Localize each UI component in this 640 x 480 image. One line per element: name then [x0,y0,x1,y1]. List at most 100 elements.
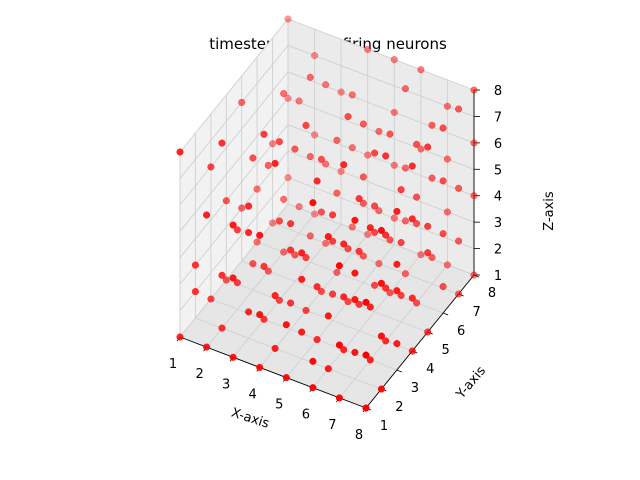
data-point [364,151,372,159]
data-point [233,226,241,234]
y-tick-label: 2 [395,400,403,415]
grid-line-z [179,18,475,153]
data-point [382,231,390,239]
data-point [401,270,409,278]
data-point [408,294,416,302]
data-point [344,113,352,121]
data-point [443,102,451,110]
y-tick-mark [442,312,449,316]
data-point [203,211,211,219]
data-point [401,217,409,225]
data-point [401,85,409,93]
data-point [271,292,279,300]
grid-line-z [179,150,475,285]
data-point [238,204,246,212]
data-point [176,333,184,341]
data-point [424,222,432,230]
data-point [413,140,421,148]
data-point [377,226,385,234]
data-point [364,45,372,53]
x-tick-label: 3 [222,377,230,392]
data-point [306,153,314,161]
data-point [340,293,348,301]
pane-left [180,19,288,337]
data-point [362,404,370,412]
data-point [264,267,272,275]
data-point [245,202,253,210]
data-point [382,337,390,345]
data-point [377,279,385,287]
data-point [324,312,332,320]
data-point [417,251,425,259]
data-point [317,155,325,163]
x-tick-label: 4 [249,387,257,402]
axes-panes [180,19,474,408]
data-point [245,308,253,316]
data-point [256,363,264,371]
data-point [302,306,310,314]
z-tick-label: 2 [494,243,502,258]
data-point [322,81,330,89]
data-point [207,163,215,171]
x-tick-label: 8 [355,428,363,443]
data-point [333,268,341,276]
z-tick-label: 7 [494,110,502,125]
data-point [203,343,211,351]
data-point [344,245,352,253]
data-point [397,291,405,299]
data-point [439,124,447,132]
data-point [260,262,268,270]
data-point [351,348,359,356]
data-point [253,185,261,193]
data-point [366,356,374,364]
x-axis-line [179,336,367,409]
data-point [238,98,246,106]
z-tick-label: 4 [494,190,502,205]
data-point [455,237,463,245]
z-axis-label: Z-axis [542,191,557,231]
data-point [344,298,352,306]
x-tick-label: 1 [169,357,177,372]
data-point [191,261,199,269]
y-tick-label: 3 [411,381,419,396]
data-point [222,197,230,205]
data-point [424,143,432,151]
data-point [371,281,379,289]
data-point [333,189,341,197]
data-point [280,90,288,98]
data-point [424,328,432,336]
data-point [280,248,288,256]
data-point [470,139,478,147]
data-point [222,276,230,284]
pane-floor [180,204,474,408]
data-point [329,211,337,219]
data-point [256,311,264,319]
data-point [260,315,268,323]
data-point [249,154,257,162]
data-point [329,237,337,245]
data-point [271,159,279,167]
data-point [424,249,432,257]
data-point [470,271,478,279]
data-point [362,298,370,306]
data-point [455,184,463,192]
y-axis-line [365,274,475,409]
data-point [390,108,398,116]
data-point [355,300,363,308]
data-point [291,251,299,259]
data-point [359,173,367,181]
data-point [191,288,199,296]
data-point [390,161,398,169]
data-point [386,289,394,297]
y-tick-label: 7 [472,305,480,320]
data-point [313,336,321,344]
data-point [295,203,303,211]
data-point [271,344,279,352]
data-point [366,224,374,232]
data-point [287,220,295,228]
data-point [386,236,394,244]
grid-line-z [179,44,475,179]
data-point [298,249,306,257]
data-point [324,365,332,373]
